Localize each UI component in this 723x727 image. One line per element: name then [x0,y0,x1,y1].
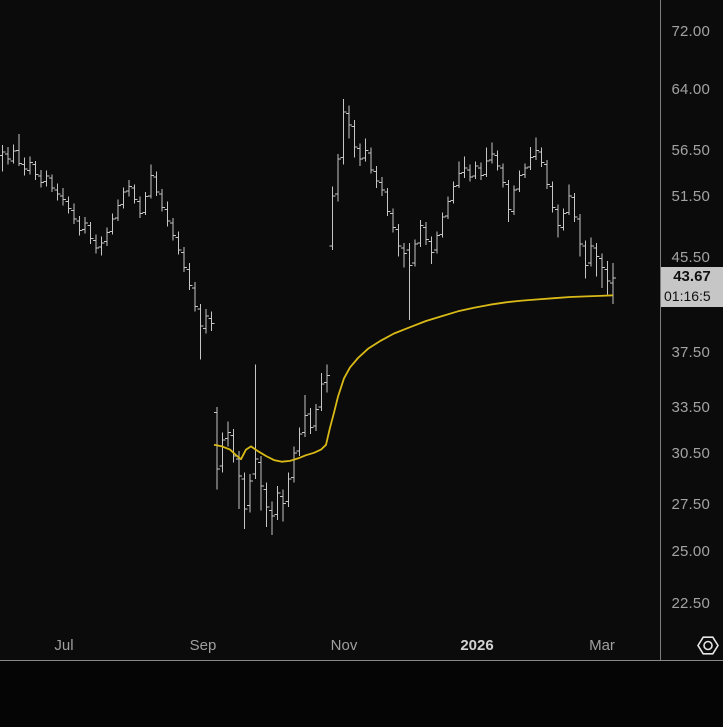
price-axis[interactable]: 72.00 64.00 56.50 51.50 45.50 37.50 33.50 30.50… [661,0,723,632]
last-price-tag: 43.67 01:16:5 [661,267,723,307]
time-axis-label: Jul [54,637,74,654]
time-axis-label: Sep [189,637,217,654]
price-tick-label: 72.00 [671,23,710,40]
overlay-average-line [213,294,614,463]
price-tick-label: 25.00 [671,543,710,560]
price-tick-label: 45.50 [671,249,710,266]
price-tick-label: 33.50 [671,399,710,416]
chart-panel: 72.00 64.00 56.50 51.50 45.50 37.50 33.50 30.50… [0,0,723,661]
price-tick-label: 30.50 [671,445,710,462]
price-chart-canvas[interactable] [0,0,660,632]
last-price-time: 01:16:5 [664,288,711,304]
price-axis-border [660,0,661,660]
price-tick-label: 56.50 [671,142,710,159]
price-tick-label: 27.50 [671,496,710,513]
time-axis-label: Nov [330,637,358,654]
price-tick-label: 37.50 [671,344,710,361]
bottom-spacer [0,661,723,727]
time-axis-label: Mar [589,637,615,654]
time-axis-label: 2026 [460,637,494,654]
ohlc-bars [0,99,616,535]
last-price-value: 43.67 [673,268,711,285]
price-tick-label: 64.00 [671,81,710,98]
time-axis[interactable]: Jul Sep Nov 2026 Mar [0,632,660,660]
price-tick-label: 22.50 [671,595,710,612]
price-tick-label: 51.50 [671,188,710,205]
settings-hexagon-icon[interactable] [695,634,721,657]
